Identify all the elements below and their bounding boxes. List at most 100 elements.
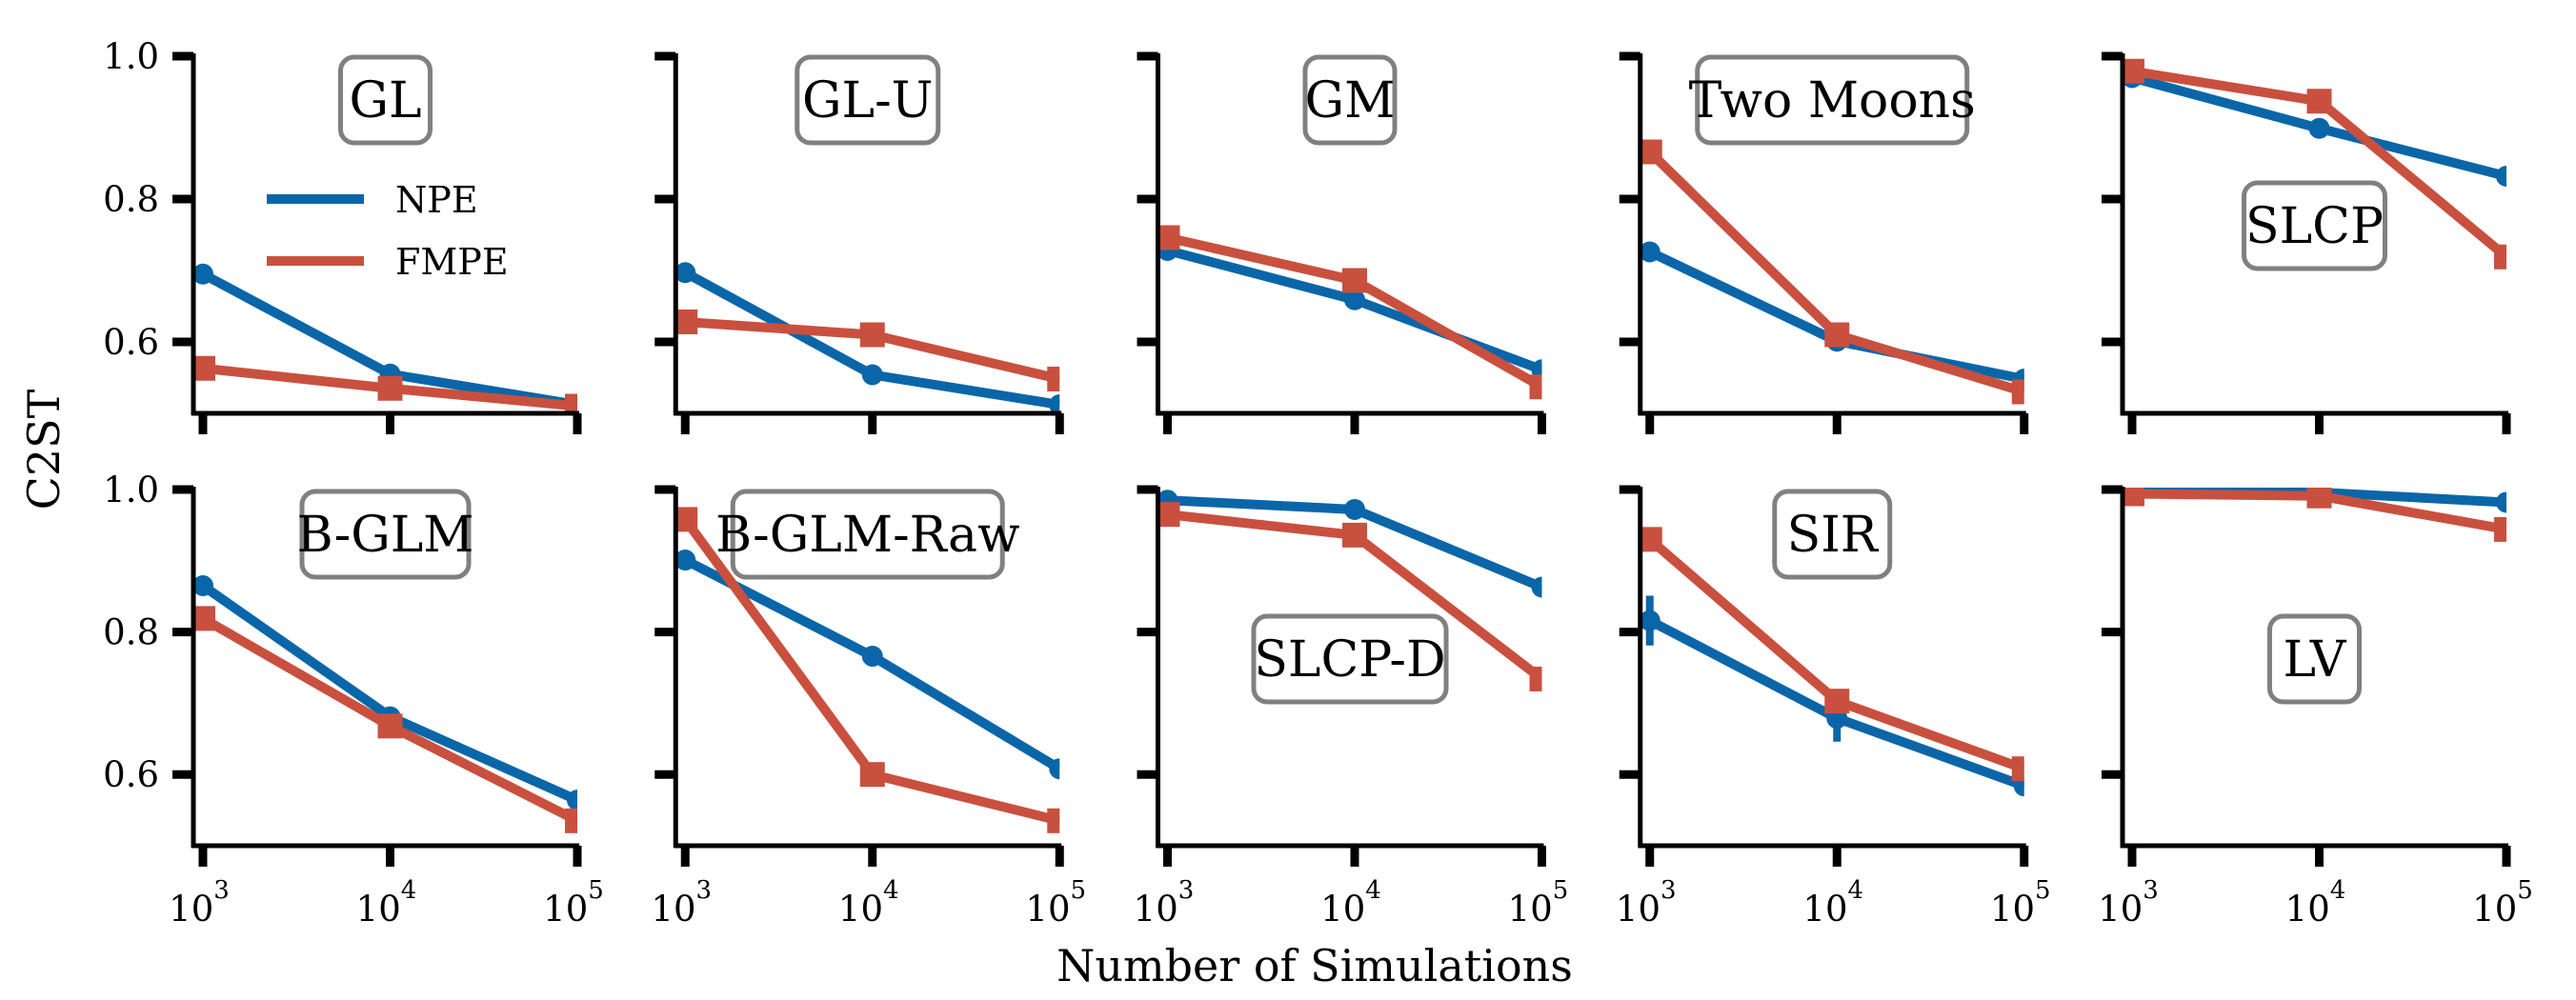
panel-title-box: SLCP [2242, 180, 2387, 271]
x-tick-exponent: 3 [696, 876, 713, 905]
data-point-fmpe [2306, 488, 2332, 509]
data-point-npe [1049, 394, 1060, 413]
panel-title-box: GL [338, 54, 433, 146]
y-tick-label: 0.8 [103, 179, 159, 220]
x-tick-exponent: 3 [213, 876, 230, 905]
x-tick-base: 10 [1802, 889, 1847, 930]
x-tick-base: 10 [2472, 889, 2517, 930]
series-line-npe [200, 581, 577, 805]
plot-area [1640, 527, 2024, 797]
x-tick-exponent: 4 [1848, 876, 1864, 905]
x-tick-label: 105 [2472, 876, 2533, 930]
x-tick-label: 104 [838, 876, 899, 930]
panel-title: Two Moons [1689, 72, 1976, 130]
series-line-npe [1647, 247, 2024, 384]
data-point-fmpe [1157, 502, 1180, 528]
subplot-gm: GM [1137, 51, 1546, 434]
panel-title: SLCP-D [1254, 631, 1445, 689]
data-point-npe [1640, 241, 1660, 263]
panel-title-box: B-GLM [296, 489, 474, 580]
panel-title-frame [2242, 180, 2387, 271]
panel-title-box: GM [1302, 54, 1398, 146]
data-point-npe [567, 790, 577, 811]
x-tick-exponent: 4 [401, 876, 417, 905]
data-point-fmpe [1342, 522, 1367, 548]
series-line-fmpe [1646, 148, 2024, 397]
y-tick-label: 0.6 [103, 322, 159, 363]
x-tick-exponent: 5 [588, 876, 604, 905]
data-point-npe [1531, 576, 1542, 598]
x-tick-label: 103 [1616, 876, 1677, 930]
data-point-fmpe [2123, 58, 2144, 84]
x-tick-base: 10 [356, 889, 401, 930]
data-point-npe [193, 574, 213, 596]
data-point-fmpe [1640, 527, 1662, 552]
panel-title: GL-U [802, 72, 933, 130]
data-point-fmpe [1342, 268, 1367, 293]
x-tick-label: 105 [1508, 876, 1569, 930]
x-tick-exponent: 3 [1178, 876, 1195, 905]
plot-area [675, 262, 1060, 413]
x-tick-exponent: 4 [1365, 876, 1381, 905]
x-tick-label: 105 [1025, 876, 1086, 930]
data-point-npe [2496, 491, 2506, 513]
data-point-fmpe [1529, 666, 1542, 691]
data-point-fmpe [859, 322, 885, 348]
data-point-npe [1344, 289, 1365, 310]
x-tick-label: 104 [356, 876, 417, 930]
data-point-fmpe [193, 355, 215, 381]
plot-area [193, 574, 577, 833]
panel-title-frame [1695, 54, 1970, 146]
data-point-fmpe [377, 375, 403, 401]
x-tick-exponent: 4 [883, 876, 899, 905]
data-point-fmpe [2494, 516, 2506, 542]
data-point-fmpe [859, 762, 885, 788]
panel-title-frame [1302, 54, 1398, 146]
x-axis-label: Number of Simulations [1057, 940, 1573, 991]
plot-area [1640, 139, 2024, 405]
data-point-fmpe [675, 507, 698, 532]
plot-area [1157, 225, 1542, 400]
plot-area [1157, 490, 1542, 691]
plot-area [675, 507, 1060, 833]
data-point-fmpe [377, 713, 403, 739]
data-point-fmpe [2011, 379, 2024, 405]
x-tick-label: 103 [2098, 876, 2159, 930]
panel-title: GL [349, 72, 421, 130]
subplot-two-moons: Two Moons [1619, 51, 2029, 434]
x-tick-base: 10 [1508, 889, 1553, 930]
data-point-fmpe [2123, 488, 2144, 507]
x-tick-label: 103 [651, 876, 712, 930]
y-tick-label: 1.0 [103, 470, 159, 510]
panel-title: B-GLM [296, 507, 473, 564]
x-tick-base: 10 [1616, 889, 1660, 930]
panel-title: GM [1305, 72, 1396, 130]
data-point-npe [861, 364, 883, 386]
data-point-fmpe [1824, 322, 1850, 348]
subplot-grid: 0.6 0.8 1.0 GL NPE FMPE GL-U GM Two Moons SLCP 0.6… [103, 36, 2533, 930]
x-tick-exponent: 4 [2330, 876, 2346, 905]
data-point-fmpe [2494, 244, 2506, 270]
plot-area [2123, 488, 2506, 542]
panel-title-frame [730, 489, 1005, 580]
data-point-npe [675, 262, 696, 284]
x-tick-base: 10 [2098, 889, 2143, 930]
subplot-gl: 0.6 0.8 1.0 GL NPE FMPE [103, 36, 582, 434]
data-point-fmpe [565, 808, 577, 833]
legend-label-npe: NPE [395, 179, 478, 221]
x-tick-label: 103 [169, 876, 230, 930]
data-point-fmpe [1157, 225, 1180, 250]
plot-area [2123, 58, 2506, 270]
data-point-fmpe [1047, 367, 1060, 391]
panel-title-box: SIR [1772, 489, 1893, 580]
x-tick-label: 104 [2285, 876, 2346, 930]
x-tick-base: 10 [1025, 889, 1070, 930]
legend: NPE FMPE [267, 179, 509, 283]
x-tick-exponent: 5 [1071, 876, 1087, 905]
panel-title-box: LV [2267, 613, 2362, 705]
x-tick-exponent: 5 [2035, 876, 2051, 905]
